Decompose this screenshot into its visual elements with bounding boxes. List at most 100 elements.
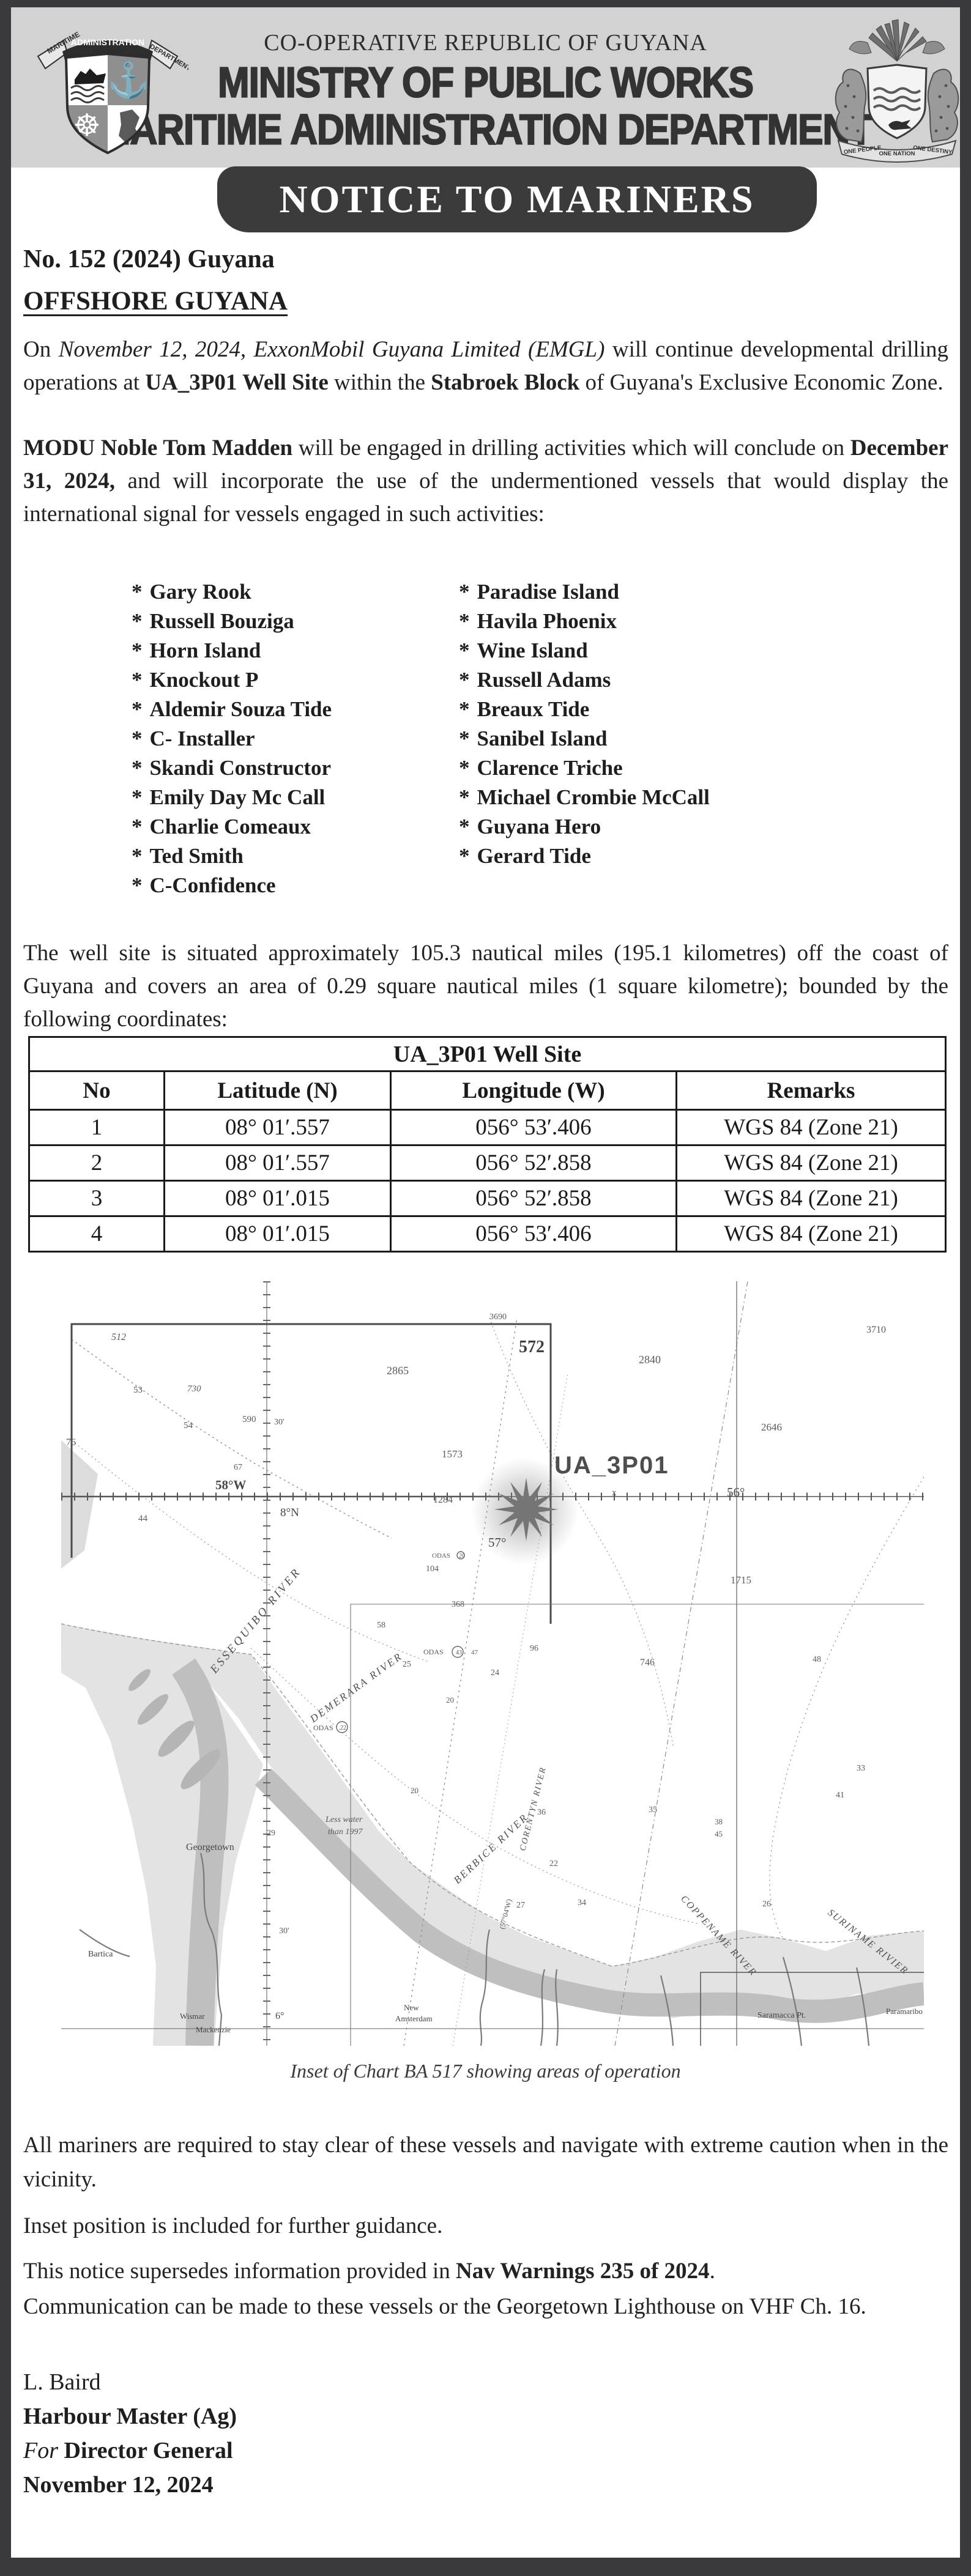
map-label: 104 <box>426 1564 439 1574</box>
map-label: 54 <box>184 1421 193 1430</box>
map-label: 27 <box>516 1901 525 1910</box>
table-title: UA_3P01 Well Site <box>28 1036 947 1072</box>
vessel-name: C- Installer <box>149 727 255 750</box>
vessel-name: Paradise Island <box>477 580 619 604</box>
vessel-item: * Breaux Tide <box>459 697 710 727</box>
frame-bottom <box>0 2558 971 2576</box>
map-label: 29 <box>267 1829 275 1838</box>
map-label: 1573 <box>442 1448 463 1460</box>
map-label: 2646 <box>761 1421 782 1433</box>
map-label: (57°04'W) <box>497 1898 513 1930</box>
map-label: Georgetown <box>186 1842 234 1852</box>
map-label: 48 <box>813 1655 821 1664</box>
map-label: 2840 <box>639 1353 661 1366</box>
supersedes-line: This notice supersedes information provi… <box>23 2259 715 2284</box>
notice-banner: NOTICE TO MARINERS <box>217 166 817 232</box>
vessel-name: Horn Island <box>149 638 261 662</box>
asterisk-marker: * <box>132 638 143 662</box>
modu-paragraph: MODU Noble Tom Madden will be engaged in… <box>23 435 949 527</box>
map-label: 76 <box>66 1437 76 1448</box>
vessel-name: Clarence Triche <box>477 756 623 780</box>
vessel-item: * Ted Smith <box>132 844 332 873</box>
crest-shield-outline <box>64 52 151 155</box>
vessel-item: * Charlie Comeaux <box>132 815 332 844</box>
well-site-marker <box>471 1457 579 1565</box>
col-header-no: No <box>28 1070 165 1111</box>
notice-region: OFFSHORE GUYANA <box>23 287 288 316</box>
asterisk-marker: * <box>459 638 470 662</box>
map-label: 22 <box>549 1859 558 1868</box>
vessel-item: * Skandi Constructor <box>132 756 332 785</box>
vessel-name: Aldemir Souza Tide <box>149 697 332 721</box>
coast-mud-ribbon <box>255 1768 925 2023</box>
map-label: than 1997 <box>328 1827 363 1837</box>
asterisk-marker: * <box>459 785 470 809</box>
motto-2: ONE NATION <box>879 150 915 157</box>
for-word: For <box>23 2438 64 2463</box>
asterisk-marker: * <box>132 609 143 633</box>
map-label: 6° <box>275 2011 284 2021</box>
vessel-item: * Russell Adams <box>459 668 710 697</box>
map-label: 47 <box>471 1649 478 1656</box>
frame-top <box>0 0 971 7</box>
headdress-icon <box>868 19 927 62</box>
map-label: UA_3P01 <box>554 1452 669 1479</box>
map-label: New <box>404 2003 419 2012</box>
vessel-item: * Horn Island <box>132 638 332 668</box>
ship-icon <box>75 68 106 84</box>
estuary-island <box>158 1720 195 1757</box>
map-label: 1284 <box>433 1495 453 1505</box>
map-label: 53 <box>133 1385 143 1395</box>
asterisk-marker: * <box>132 844 143 868</box>
map-label: Paramaribo <box>886 2007 923 2016</box>
map-label: 96 <box>530 1644 538 1653</box>
vessel-name: Ted Smith <box>149 844 244 868</box>
vessel-name: Breaux Tide <box>477 697 590 721</box>
map-label: 30' <box>279 1926 289 1936</box>
map-label: ODAS <box>313 1723 333 1732</box>
map-label: 1715 <box>731 1574 751 1586</box>
vessel-item: * Knockout P <box>132 668 332 697</box>
estuary-island <box>180 1749 221 1790</box>
asterisk-marker: * <box>132 756 143 780</box>
estuary-mud-core <box>171 1658 229 2046</box>
map-label: 572 <box>519 1338 545 1356</box>
map-label: 36 <box>537 1808 546 1817</box>
vessel-item: * Paradise Island <box>459 580 710 609</box>
table-cell: 056° 52′.858 <box>390 1180 677 1217</box>
frame-left <box>0 0 11 2576</box>
notice-banner-title: NOTICE TO MARINERS <box>279 177 755 221</box>
vessel-name: C-Confidence <box>149 873 276 897</box>
map-label: Saramacca Pt. <box>757 2011 806 2020</box>
map-label: 67 <box>234 1463 242 1472</box>
caution-paragraph: All mariners are required to stay clear … <box>23 2133 948 2192</box>
asterisk-marker: * <box>132 727 143 750</box>
laurel-left <box>849 41 872 54</box>
vessel-item: * Emily Day Mc Call <box>132 785 332 815</box>
map-label: Wismar <box>180 2012 205 2021</box>
table-cell: WGS 84 (Zone 21) <box>675 1180 947 1217</box>
map-label: 24 <box>491 1668 499 1678</box>
estuary-island <box>137 1693 169 1725</box>
table-cell: 1 <box>28 1109 165 1146</box>
chart-svg: 572 3690 3710 58°W 8°N 57° 56° 30' 30' 6° x UA_3P01… <box>61 1281 925 2046</box>
anchor-icon: ⚓ <box>107 61 150 100</box>
coastal-shallows <box>61 1440 925 2046</box>
table-cell: 056° 53′.406 <box>390 1215 677 1253</box>
vessel-item: * Gary Rook <box>132 580 332 609</box>
map-label: 512 <box>111 1332 126 1342</box>
coat-shield <box>866 64 928 139</box>
map-label: 730 <box>187 1384 201 1394</box>
coordinates-table: UA_3P01 Well Site No Latitude (N) Longit… <box>28 1036 947 1253</box>
table-cell: 056° 53′.406 <box>390 1109 677 1146</box>
vessel-item: * Gerard Tide <box>459 844 710 873</box>
vessel-item: * Guyana Hero <box>459 815 710 844</box>
frame-right <box>960 0 971 2576</box>
vessel-name: Charlie Comeaux <box>149 815 311 838</box>
vessel-list-left: * Gary Rook * Russell Bouziga * Horn Island * K… <box>132 580 332 903</box>
map-label: x <box>612 1488 617 1498</box>
jaguar-left <box>835 68 867 143</box>
map-label: 2865 <box>387 1364 409 1377</box>
vessel-name: Gary Rook <box>149 580 251 604</box>
